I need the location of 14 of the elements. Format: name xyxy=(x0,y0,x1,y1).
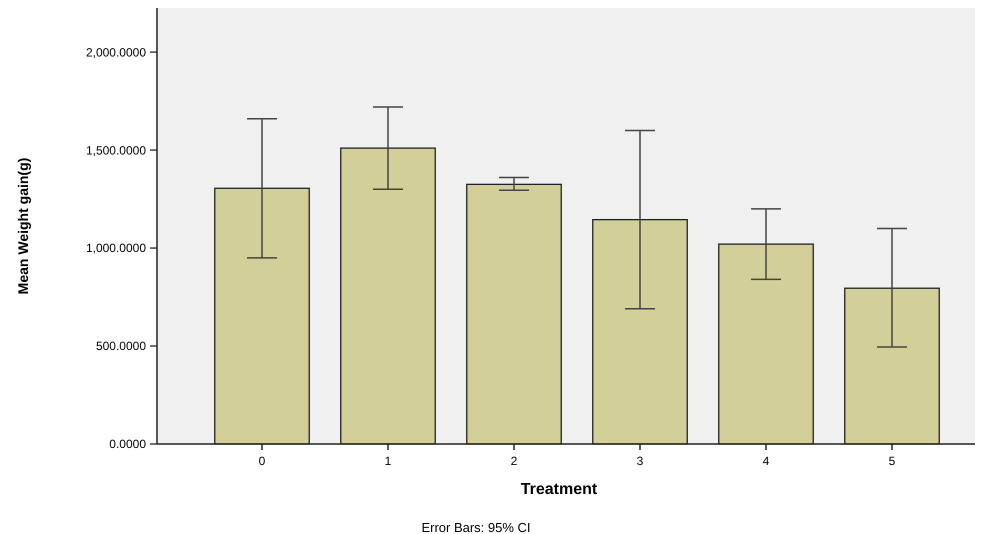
x-tick-label: 5 xyxy=(888,454,896,468)
y-tick-label: 2,000.0000 xyxy=(86,45,146,60)
x-tick-label: 4 xyxy=(762,454,770,468)
y-tick-label: 1,500.0000 xyxy=(86,143,146,158)
x-tick-label: 1 xyxy=(384,454,392,468)
x-tick-label: 2 xyxy=(510,454,518,468)
x-axis-title: Treatment xyxy=(520,481,598,498)
text: Error Bars: 95% CI xyxy=(421,520,531,534)
x-tick-label: 3 xyxy=(636,454,644,468)
x-tick-label: 0 xyxy=(258,454,266,468)
y-tick-label: 500.0000 xyxy=(96,339,146,354)
y-tick-label: 1,000.0000 xyxy=(86,241,146,256)
y-tick-label: 0.0000 xyxy=(109,437,146,452)
y-axis-title: Mean Weight gain(g) xyxy=(15,158,31,294)
